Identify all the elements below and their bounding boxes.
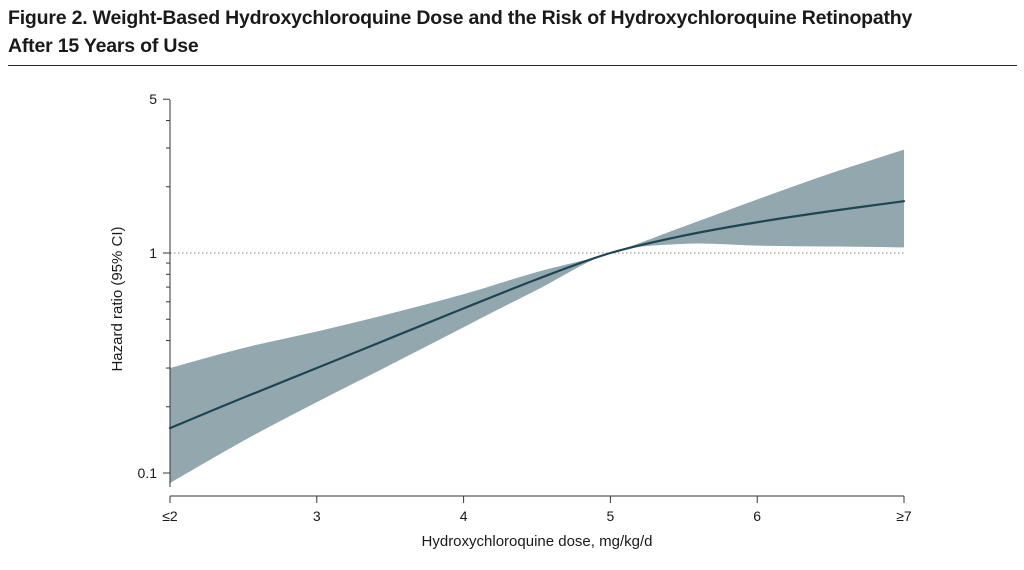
y-tick-label: 1 [149, 245, 157, 261]
x-tick-label: 5 [607, 508, 615, 524]
axes: 0.1 1 5 ≤2 3 4 5 6 ≥7 [138, 91, 912, 524]
hazard-ratio-line [168, 200, 906, 430]
x-tick-label: ≤2 [162, 508, 178, 524]
x-axis-title: Hydroxychloroquine dose, mg/kg/d [422, 533, 653, 550]
y-axis-title: Hazard ratio (95% CI) [109, 226, 126, 371]
confidence-band [170, 149, 904, 484]
confidence-band-layer [170, 149, 904, 484]
figure-title-line-1: Figure 2. Weight-Based Hydroxychloroquin… [8, 7, 913, 29]
y-tick-label: 0.1 [138, 465, 158, 481]
y-tick-label: 5 [149, 91, 157, 107]
x-tick-label: 3 [313, 508, 321, 524]
figure-title-line-2: After 15 Years of Use [8, 35, 199, 57]
figure-title: Figure 2. Weight-Based Hydroxychloroquin… [8, 4, 1008, 60]
x-tick-label: ≥7 [896, 508, 912, 524]
x-tick-label: 6 [753, 508, 761, 524]
title-divider [8, 65, 1017, 66]
hazard-line-layer [168, 200, 906, 430]
x-tick-label: 4 [460, 508, 468, 524]
